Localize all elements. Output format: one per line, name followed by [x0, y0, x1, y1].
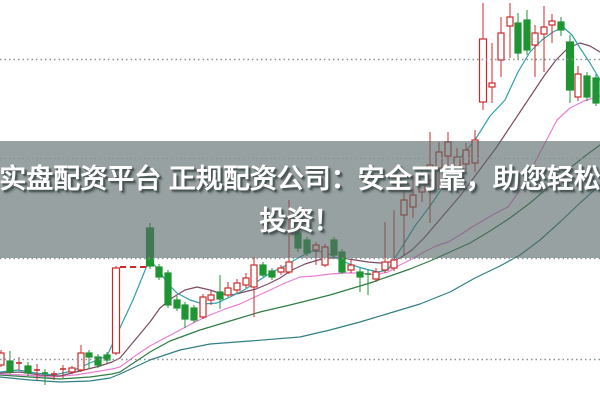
candle-body-up — [224, 287, 232, 296]
candle-body-down — [356, 271, 364, 278]
candle-body-up — [111, 267, 121, 354]
candle-body-down — [190, 307, 198, 321]
candle-body-up — [242, 277, 250, 286]
candle-body-up — [77, 352, 85, 371]
candle-body-down — [103, 354, 111, 361]
candle-body-up — [531, 32, 539, 46]
candle-body-down — [155, 266, 163, 278]
candle-body-down — [259, 264, 267, 276]
candle-body-down — [514, 22, 522, 54]
candle-body-up — [497, 32, 505, 61]
candle-body-down — [181, 304, 189, 320]
candle-body-down — [85, 352, 93, 358]
candle-body-down — [523, 19, 531, 51]
candle-body-up — [488, 82, 496, 88]
candle-body-down — [592, 77, 600, 104]
candle-body-down — [24, 365, 32, 374]
candle-body-up — [347, 264, 355, 271]
candle-body-up — [250, 264, 258, 288]
candle-body-up — [199, 296, 207, 318]
candle-body-up — [506, 16, 514, 27]
candle-body-down — [173, 299, 181, 309]
candle-body-down — [565, 41, 575, 91]
candle-body-up — [285, 261, 293, 273]
candle-body-down — [583, 75, 591, 98]
candle-body-up — [381, 261, 389, 271]
candle-body-up — [372, 271, 380, 280]
overlay-band — [0, 141, 600, 258]
candle-body-up — [233, 282, 241, 291]
candle-body-up — [574, 73, 582, 98]
candle-body-up — [478, 38, 488, 103]
candle-body-up — [0, 352, 5, 366]
candle-body-up — [540, 26, 548, 35]
candle-body-down — [268, 270, 276, 278]
candle-body-up — [68, 367, 76, 373]
candle-body-down — [216, 291, 224, 300]
candle-body-down — [557, 21, 565, 31]
candle-body-up — [390, 259, 398, 269]
candle-body-down — [6, 360, 14, 373]
candle-body-up — [277, 267, 285, 273]
candle-body-up — [548, 20, 556, 26]
candle-body-down — [164, 272, 172, 306]
candle-body-up — [207, 294, 215, 301]
candle-body-down — [94, 356, 102, 366]
